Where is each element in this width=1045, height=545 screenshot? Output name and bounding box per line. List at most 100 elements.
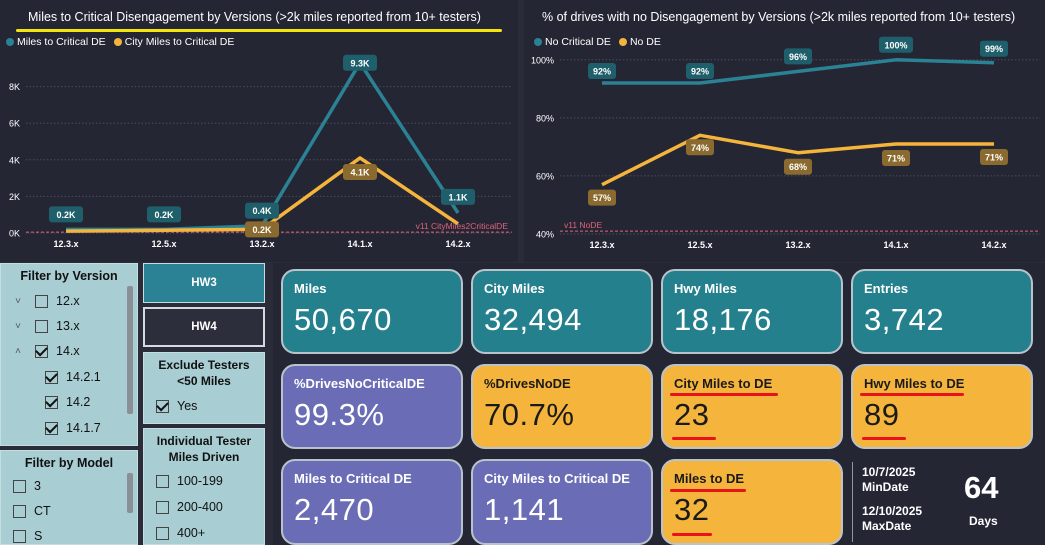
- series-line: [602, 58, 995, 85]
- model-item-s[interactable]: S: [13, 529, 42, 543]
- kpi-hwy-miles-to-de-card: Hwy Miles to DE 89: [851, 364, 1033, 449]
- min-date-label: MinDate: [862, 480, 909, 494]
- checkbox-checked-icon[interactable]: [45, 421, 58, 435]
- chart1-plot[interactable]: 0K 2K 4K 6K 8K v11 CityMiles2CriticalDE 12.3.x…: [0, 0, 518, 262]
- data-label: 1.1K: [448, 192, 468, 202]
- data-label: 9.3K: [350, 58, 370, 68]
- data-label-bg: [441, 188, 475, 205]
- kpi-value: 32: [674, 492, 710, 527]
- hw4-button[interactable]: HW4: [143, 307, 265, 347]
- hw3-button[interactable]: HW3: [143, 263, 265, 303]
- kpi-miles-to-de-card: Miles to DE 32: [661, 459, 843, 545]
- tester-miles-option[interactable]: 100-199: [156, 474, 223, 488]
- kpi-hwy-miles-card: Hwy Miles 18,176: [661, 269, 843, 354]
- kpi-label: Miles: [294, 281, 327, 296]
- data-label: 92%: [691, 67, 709, 77]
- data-label: 100%: [884, 40, 907, 50]
- checkbox-icon[interactable]: [13, 479, 26, 493]
- tester-miles-label: 200-400: [177, 500, 223, 514]
- reference-line-label: v11 NoDE: [564, 220, 602, 230]
- kpi-label: %DrivesNoDE: [484, 376, 571, 391]
- model-item-3[interactable]: 3: [13, 479, 41, 493]
- chart1-legend: Miles to Critical DE City Miles to Criti…: [6, 36, 234, 48]
- version-item-14-2-1[interactable]: 14.2.1: [45, 370, 101, 384]
- filter-version-title: Filter by Version: [20, 269, 118, 283]
- kpi-label: City Miles to DE: [674, 376, 773, 391]
- chart1-legend-label: City Miles to Critical DE: [124, 36, 235, 48]
- version-label: 13.x: [56, 319, 80, 333]
- chevron-down-icon[interactable]: ˅: [15, 320, 21, 332]
- version-label: 14.x: [56, 344, 80, 358]
- chart2-legend-item[interactable]: No Critical DE: [534, 36, 611, 48]
- version-item-14x[interactable]: ˄ 14.x: [11, 344, 80, 358]
- kpi-value: 89: [864, 397, 900, 432]
- annotation-underline: [672, 437, 716, 440]
- data-label: 99%: [985, 44, 1003, 54]
- version-item-14-2[interactable]: 14.2: [45, 395, 90, 409]
- data-label: 71%: [985, 153, 1003, 163]
- data-label-bg: [784, 158, 812, 175]
- data-label-bg: [245, 202, 279, 219]
- checkbox-icon[interactable]: [13, 529, 26, 543]
- checkbox-icon[interactable]: [156, 500, 169, 514]
- chart1-legend-item[interactable]: City Miles to Critical DE: [113, 36, 235, 48]
- checkbox-icon[interactable]: [156, 474, 169, 488]
- tester-miles-title: Individual Tester Miles Driven: [156, 434, 252, 464]
- model-scrollbar[interactable]: [127, 473, 133, 513]
- data-label-bg: [879, 36, 913, 53]
- data-label-bg: [343, 54, 377, 71]
- chevron-down-icon[interactable]: ˅: [15, 295, 21, 307]
- series-line: [65, 156, 459, 233]
- model-item-ct[interactable]: CT: [13, 504, 51, 518]
- version-item-13x[interactable]: ˅ 13.x: [11, 319, 80, 333]
- max-date: 12/10/2025 MaxDate: [862, 504, 922, 534]
- tester-miles-filter: Individual Tester Miles Driven 100-199 2…: [143, 428, 265, 545]
- kpi-value: 99.3%: [294, 397, 385, 432]
- kpi-label: %DrivesNoCriticalDE: [294, 376, 425, 391]
- data-label-bg: [588, 63, 616, 80]
- checkbox-icon[interactable]: [35, 294, 48, 308]
- kpi-miles-card: Miles 50,670: [281, 269, 463, 354]
- model-label: S: [34, 529, 43, 543]
- kpi-label: City Miles: [484, 281, 545, 296]
- data-label-bg: [588, 189, 616, 206]
- x-tick-label: 14.2.x: [981, 240, 1006, 250]
- chevron-up-icon[interactable]: ˄: [15, 345, 21, 357]
- checkbox-checked-icon[interactable]: [45, 370, 58, 384]
- version-item-14-1-7[interactable]: 14.1.7: [45, 421, 101, 435]
- y-tick-label: 100%: [531, 55, 554, 65]
- data-label-bg: [980, 149, 1008, 165]
- kpi-value: 23: [674, 397, 710, 432]
- chart2-legend-item[interactable]: No DE: [618, 36, 661, 48]
- version-scrollbar[interactable]: [127, 286, 133, 414]
- kpi-label: Hwy Miles to DE: [864, 376, 965, 391]
- checkbox-icon[interactable]: [156, 526, 169, 540]
- kpi-city-miles-to-de-card: City Miles to DE 23: [661, 364, 843, 449]
- chart1-legend-item[interactable]: Miles to Critical DE: [6, 36, 106, 48]
- annotation-underline: [862, 437, 906, 440]
- kpi-label: Miles to DE: [674, 471, 745, 486]
- checkbox-icon[interactable]: [35, 319, 48, 333]
- exclude-yes-option[interactable]: Yes: [156, 399, 197, 413]
- chart2-plot[interactable]: 40% 60% 80% 100% v11 NoDE 12.3.x 12.5.x 13.2.x 1…: [524, 0, 1045, 262]
- x-tick-label: 12.3.x: [589, 240, 614, 250]
- tester-miles-label: 400+: [177, 526, 206, 540]
- data-label: 71%: [887, 154, 905, 164]
- checkbox-checked-icon[interactable]: [35, 344, 48, 358]
- version-item-12x[interactable]: ˅ 12.x: [11, 294, 80, 308]
- tester-miles-option[interactable]: 400+: [156, 526, 205, 540]
- kpi-drives-no-critical-card: %DrivesNoCriticalDE 99.3%: [281, 364, 463, 449]
- legend-dot-icon: [534, 38, 542, 46]
- checkbox-icon[interactable]: [13, 504, 26, 518]
- data-label: 68%: [789, 162, 807, 172]
- kpi-entries-card: Entries 3,742: [851, 269, 1033, 354]
- tester-miles-option[interactable]: 200-400: [156, 500, 223, 514]
- version-label: 12.x: [56, 294, 80, 308]
- annotation-underline: [860, 393, 964, 396]
- x-tick-label: 14.2.x: [445, 239, 470, 249]
- data-label-bg: [980, 40, 1008, 57]
- checkbox-checked-icon[interactable]: [156, 399, 169, 413]
- data-label-bg: [245, 221, 279, 238]
- annotation-underline: [672, 533, 712, 536]
- checkbox-checked-icon[interactable]: [45, 395, 58, 409]
